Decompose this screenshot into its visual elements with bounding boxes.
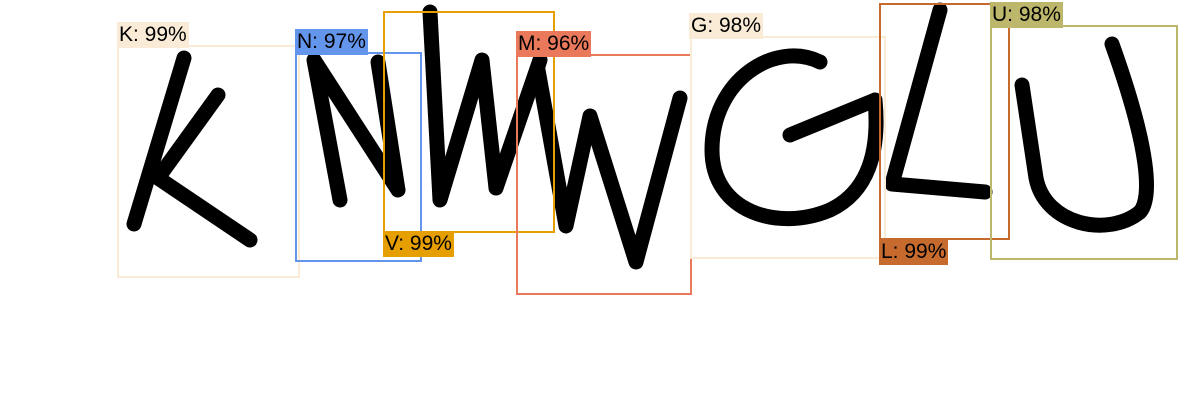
detection-label-u: U: 98% [990,2,1063,28]
letter-v-stroke [422,4,548,208]
detection-box-u [990,25,1178,260]
letter-n-stroke [306,52,406,208]
letter-g-stroke [704,48,884,227]
detection-box-k [117,45,300,278]
letter-l-stroke [884,2,993,200]
detection-label-l: L: 99% [879,239,949,265]
detection-label-m: M: 96% [516,31,592,57]
detection-box-v [383,11,555,233]
letter-m-stroke [530,62,688,270]
detection-box-g [690,36,886,259]
letter-k-stroke [126,50,192,232]
letter-k-stroke [150,87,258,248]
detection-box-m [516,54,692,295]
detection-label-k: K: 99% [117,22,189,48]
detection-label-n: N: 97% [295,29,368,55]
detection-label-v: V: 99% [383,231,454,257]
letter-u-stroke [1014,36,1154,233]
detection-label-g: G: 98% [689,13,764,39]
